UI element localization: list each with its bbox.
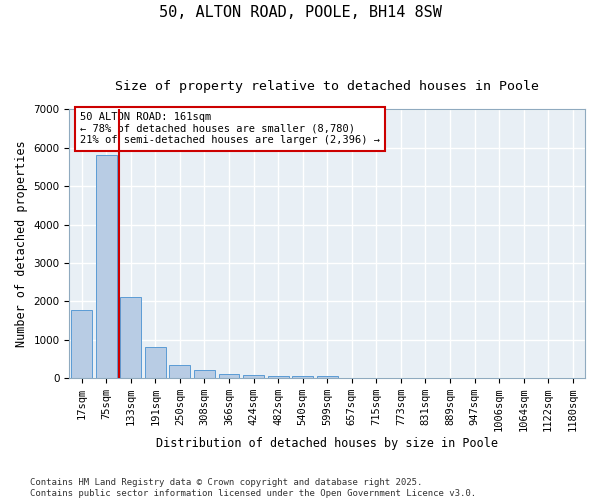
Text: 50 ALTON ROAD: 161sqm
← 78% of detached houses are smaller (8,780)
21% of semi-d: 50 ALTON ROAD: 161sqm ← 78% of detached … — [80, 112, 380, 146]
Bar — [71, 310, 92, 378]
Bar — [169, 365, 190, 378]
Bar — [96, 154, 116, 378]
Bar — [292, 376, 313, 378]
Bar — [268, 376, 289, 378]
Bar — [243, 375, 264, 378]
Text: Contains HM Land Registry data © Crown copyright and database right 2025.
Contai: Contains HM Land Registry data © Crown c… — [30, 478, 476, 498]
Bar — [145, 346, 166, 378]
Text: 50, ALTON ROAD, POOLE, BH14 8SW: 50, ALTON ROAD, POOLE, BH14 8SW — [158, 5, 442, 20]
Bar — [218, 374, 239, 378]
Bar — [194, 370, 215, 378]
Bar — [121, 298, 141, 378]
Bar — [317, 376, 338, 378]
X-axis label: Distribution of detached houses by size in Poole: Distribution of detached houses by size … — [156, 437, 498, 450]
Title: Size of property relative to detached houses in Poole: Size of property relative to detached ho… — [115, 80, 539, 93]
Y-axis label: Number of detached properties: Number of detached properties — [15, 140, 28, 347]
